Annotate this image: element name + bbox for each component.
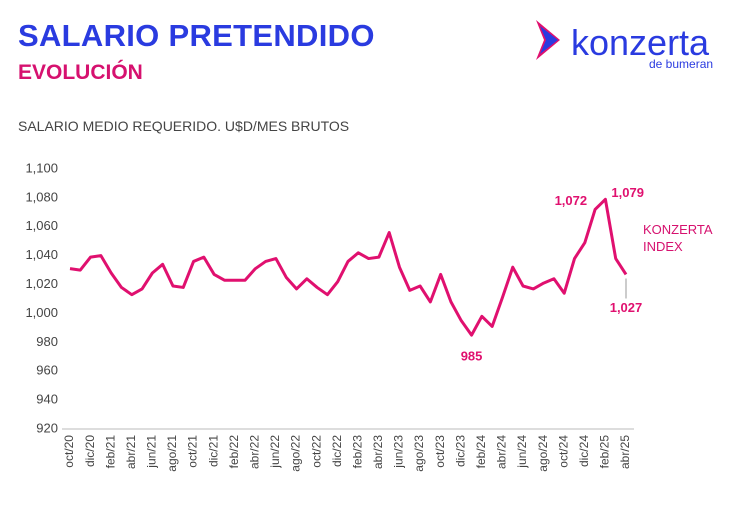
x-tick-label: abr/21 [124, 435, 138, 469]
x-tick-label: ago/22 [289, 435, 303, 472]
x-tick-label: ago/24 [536, 435, 550, 472]
x-tick-label: abr/23 [371, 435, 385, 469]
logo: konzerta [571, 22, 710, 63]
y-tick-label: 960 [36, 363, 58, 378]
x-tick-label: dic/24 [577, 435, 591, 467]
title: SALARIO PRETENDIDO [18, 18, 375, 53]
y-tick-label: 1,080 [25, 189, 58, 204]
x-tick-label: oct/24 [556, 435, 570, 468]
y-tick-label: 940 [36, 392, 58, 407]
data-label: 1,027 [610, 300, 643, 315]
x-tick-label: ago/21 [165, 435, 179, 472]
y-tick-label: 1,020 [25, 276, 58, 291]
data-label: 1,079 [611, 185, 644, 200]
x-tick-label: jun/22 [268, 435, 282, 469]
x-tick-label: dic/23 [453, 435, 467, 467]
x-tick-label: abr/22 [248, 435, 262, 469]
subtitle: EVOLUCIÓN [18, 61, 143, 84]
y-tick-label: 1,000 [25, 305, 58, 320]
x-tick-label: feb/25 [598, 435, 612, 469]
x-tick-label: jun/24 [515, 435, 529, 469]
series-label: KONZERTA INDEX [643, 222, 712, 254]
data-label: 1,072 [555, 193, 588, 208]
y-tick-label: 1,040 [25, 247, 58, 262]
logo-sub: de bumeran [649, 57, 714, 71]
x-tick-label: abr/24 [495, 435, 509, 469]
x-tick-label: abr/25 [618, 435, 632, 469]
x-tick-label: jun/23 [392, 435, 406, 469]
x-tick-label: oct/22 [309, 435, 323, 468]
y-tick-label: 980 [36, 334, 58, 349]
data-label: 985 [461, 349, 483, 364]
x-tick-label: jun/21 [145, 435, 159, 469]
x-tick-label: dic/22 [330, 435, 344, 467]
axis-label: SALARIO MEDIO REQUERIDO. U$D/MES BRUTOS [18, 118, 350, 134]
x-tick-label: ago/23 [412, 435, 426, 472]
y-tick-label: 920 [36, 420, 58, 435]
y-tick-label: 1,060 [25, 218, 58, 233]
x-tick-label: oct/20 [62, 435, 76, 468]
x-tick-label: dic/21 [206, 435, 220, 467]
x-tick-label: feb/23 [350, 435, 364, 469]
x-tick-label: feb/22 [227, 435, 241, 469]
y-tick-label: 1,100 [25, 160, 58, 175]
line [69, 197, 628, 337]
logo-icon [536, 20, 560, 60]
x-tick-label: dic/20 [83, 435, 97, 467]
x-tick-label: feb/24 [474, 435, 488, 469]
x-tick-label: feb/21 [103, 435, 117, 469]
x-tick-label: oct/21 [186, 435, 200, 468]
x-tick-label: oct/23 [433, 435, 447, 468]
